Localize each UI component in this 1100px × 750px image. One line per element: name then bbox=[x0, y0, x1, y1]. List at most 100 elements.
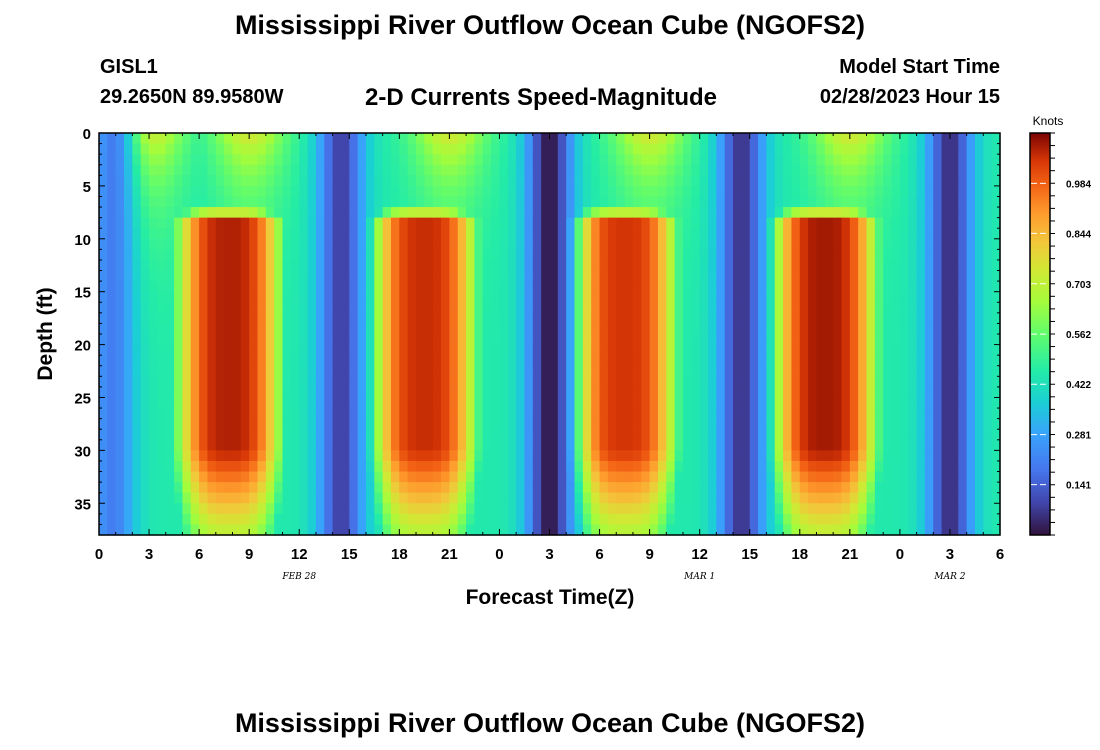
heatmap-cell bbox=[983, 164, 993, 176]
heatmap-cell bbox=[908, 291, 918, 303]
heatmap-cell bbox=[424, 397, 434, 409]
heatmap-cell bbox=[407, 259, 417, 272]
heatmap-cell bbox=[924, 355, 934, 367]
heatmap-cell bbox=[808, 429, 818, 441]
heatmap-cell bbox=[649, 249, 659, 261]
heatmap-cell bbox=[607, 429, 617, 441]
heatmap-cell bbox=[357, 228, 367, 240]
heatmap-cell bbox=[499, 217, 509, 229]
heatmap-cell bbox=[866, 302, 876, 314]
heatmap-cell bbox=[682, 164, 692, 176]
heatmap-cell bbox=[833, 418, 843, 430]
heatmap-cell bbox=[958, 408, 968, 420]
heatmap-cell bbox=[624, 312, 634, 325]
heatmap-cell bbox=[674, 344, 684, 356]
heatmap-cell bbox=[307, 164, 317, 176]
heatmap-cell bbox=[99, 460, 108, 473]
heatmap-cell bbox=[416, 408, 425, 420]
heatmap-cell bbox=[457, 312, 467, 325]
heatmap-cell bbox=[958, 217, 968, 229]
heatmap-cell bbox=[891, 323, 901, 335]
heatmap-cell bbox=[749, 291, 759, 303]
heatmap-cell bbox=[332, 228, 342, 240]
heatmap-cell bbox=[991, 460, 1001, 473]
heatmap-cell bbox=[357, 355, 367, 367]
heatmap-cell bbox=[457, 460, 467, 473]
heatmap-cell bbox=[340, 460, 350, 473]
heatmap-cell bbox=[974, 429, 984, 441]
heatmap-cell bbox=[115, 143, 125, 155]
heatmap-cell bbox=[274, 312, 284, 325]
heatmap-cell bbox=[883, 270, 893, 282]
heatmap-cell bbox=[607, 408, 617, 420]
heatmap-cell bbox=[933, 323, 943, 335]
heatmap-cell bbox=[374, 175, 384, 187]
heatmap-cell bbox=[332, 397, 342, 409]
heatmap-cell bbox=[140, 228, 150, 240]
heatmap-cell bbox=[991, 185, 1001, 198]
heatmap-cell bbox=[449, 323, 459, 335]
heatmap-cell bbox=[949, 386, 959, 399]
heatmap-cell bbox=[908, 386, 918, 399]
heatmap-cell bbox=[899, 207, 909, 219]
heatmap-cell bbox=[574, 175, 584, 187]
heatmap-cell bbox=[749, 397, 759, 409]
heatmap-cell bbox=[924, 334, 934, 346]
heatmap-cell bbox=[449, 302, 459, 314]
heatmap-cell bbox=[265, 270, 275, 282]
heatmap-cell bbox=[357, 492, 367, 504]
heatmap-cell bbox=[824, 323, 834, 335]
heatmap-cell bbox=[365, 365, 375, 377]
heatmap-cell bbox=[274, 397, 284, 409]
heatmap-cell bbox=[115, 238, 125, 250]
heatmap-cell bbox=[407, 238, 417, 250]
heatmap-cell bbox=[799, 524, 809, 536]
heatmap-cell bbox=[224, 196, 234, 208]
heatmap-cell bbox=[632, 238, 642, 250]
heatmap-cell bbox=[941, 291, 951, 303]
heatmap-cell bbox=[699, 503, 709, 515]
heatmap-cell bbox=[365, 460, 375, 473]
heatmap-cell bbox=[833, 302, 843, 314]
heatmap-cell bbox=[399, 323, 409, 335]
heatmap-cell bbox=[374, 302, 384, 314]
heatmap-cell bbox=[808, 238, 818, 250]
heatmap-cell bbox=[399, 185, 409, 198]
heatmap-cell bbox=[466, 270, 476, 282]
heatmap-cell bbox=[132, 249, 142, 261]
heatmap-cell bbox=[149, 249, 158, 261]
heatmap-cell bbox=[174, 429, 184, 441]
heatmap-cell bbox=[290, 418, 300, 430]
heatmap-cell bbox=[416, 397, 425, 409]
heatmap-cell bbox=[132, 302, 142, 314]
heatmap-cell bbox=[983, 154, 993, 166]
heatmap-cell bbox=[791, 270, 801, 282]
heatmap-cell bbox=[274, 376, 284, 388]
heatmap-cell bbox=[332, 344, 342, 356]
heatmap-cell bbox=[315, 217, 325, 229]
heatmap-cell bbox=[340, 185, 350, 198]
heatmap-cell bbox=[766, 133, 776, 145]
heatmap-cell bbox=[274, 133, 284, 145]
heatmap-cell bbox=[766, 217, 776, 229]
heatmap-cell bbox=[549, 418, 559, 430]
heatmap-cell bbox=[207, 154, 217, 166]
heatmap-cell bbox=[574, 228, 584, 240]
heatmap-cell bbox=[824, 185, 834, 198]
heatmap-cell bbox=[924, 397, 934, 409]
heatmap-cell bbox=[599, 217, 609, 229]
heatmap-cell bbox=[824, 513, 834, 526]
heatmap-cell bbox=[682, 228, 692, 240]
heatmap-cell bbox=[99, 450, 108, 462]
heatmap-cell bbox=[691, 439, 701, 451]
heatmap-cell bbox=[365, 386, 375, 399]
heatmap-cell bbox=[766, 503, 776, 515]
heatmap-cell bbox=[591, 312, 601, 325]
heatmap-cell bbox=[315, 175, 325, 187]
heatmap-cell bbox=[315, 439, 325, 451]
heatmap-cell bbox=[766, 429, 776, 441]
heatmap-cell bbox=[466, 408, 476, 420]
heatmap-cell bbox=[432, 471, 442, 483]
heatmap-cell bbox=[591, 482, 601, 494]
heatmap-cell bbox=[649, 154, 659, 166]
